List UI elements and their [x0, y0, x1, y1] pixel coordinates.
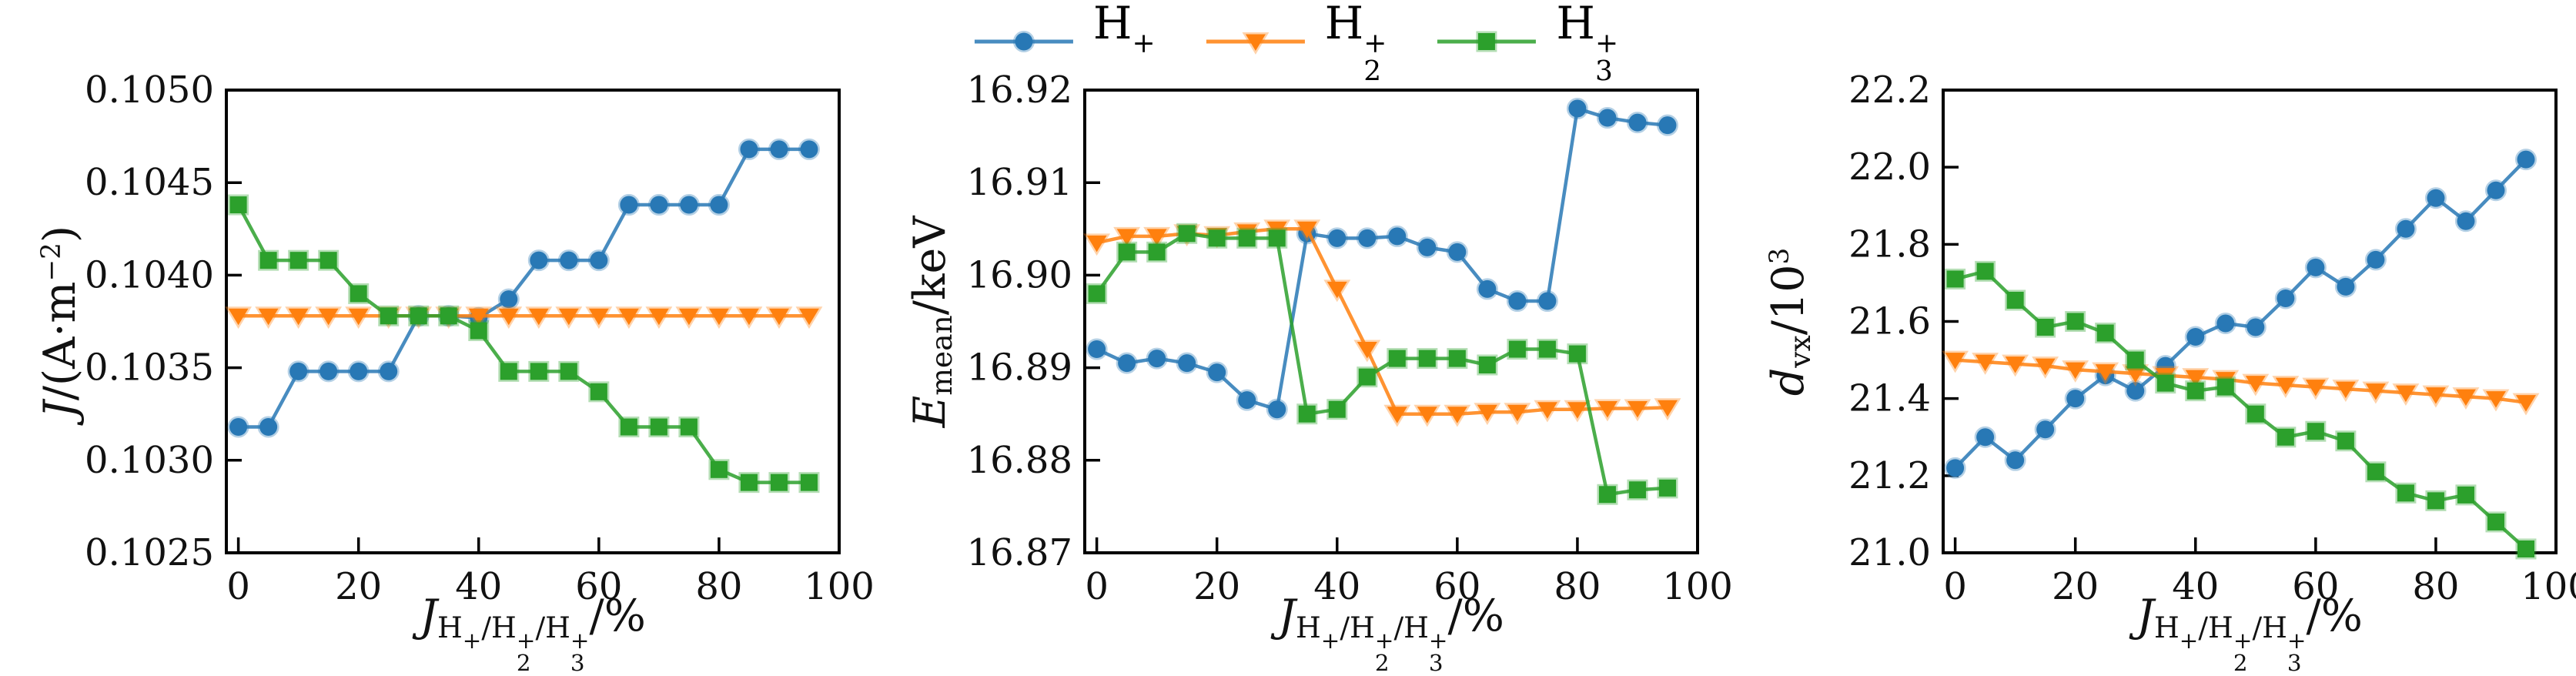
legend: H + H +2 H +3 — [973, 0, 1618, 85]
series-H2+ — [225, 306, 823, 330]
svg-text:0.1040: 0.1040 — [85, 253, 214, 296]
legend-label-H3+: H +3 — [1556, 0, 1619, 87]
svg-text:16.89: 16.89 — [967, 346, 1072, 390]
legend-item-H3+: H +3 — [1436, 0, 1618, 86]
svg-text:0.1045: 0.1045 — [85, 161, 214, 204]
svg-text:22.2: 22.2 — [1848, 69, 1931, 112]
legend-item-H2+: H +2 — [1205, 0, 1387, 86]
svg-text:16.87: 16.87 — [967, 531, 1072, 574]
svg-text:40: 40 — [2172, 565, 2219, 608]
panel-0: 0 20 40 60 80 100 0.1025 0.1030 0.1035 0.1040 0.10… — [85, 69, 875, 608]
svg-text:16.91: 16.91 — [967, 161, 1072, 204]
legend-label-H2+: H +2 — [1324, 0, 1387, 87]
svg-text:60: 60 — [575, 565, 622, 608]
svg-text:100: 100 — [804, 565, 875, 608]
series-H3+ — [228, 194, 820, 494]
svg-text:22.0: 22.0 — [1848, 146, 1931, 189]
svg-text:16.92: 16.92 — [967, 69, 1072, 112]
panel-1: 0 20 40 60 80 100 16.87 16.88 16.89 16.90 16.91 16.… — [967, 69, 1733, 608]
svg-text:20: 20 — [2052, 565, 2099, 608]
svg-text:60: 60 — [2292, 565, 2339, 608]
legend-marker-circle-icon — [974, 31, 1073, 52]
svg-text:100: 100 — [2521, 565, 2576, 608]
series-H2+ — [1083, 219, 1681, 427]
svg-text:80: 80 — [1554, 565, 1601, 608]
svg-text:0: 0 — [1943, 565, 1967, 608]
svg-text:40: 40 — [1313, 565, 1360, 608]
svg-text:80: 80 — [695, 565, 742, 608]
svg-text:16.88: 16.88 — [967, 439, 1072, 482]
svg-text:60: 60 — [1434, 565, 1480, 608]
series-H+ — [1086, 98, 1678, 420]
svg-text:21.8: 21.8 — [1848, 223, 1931, 266]
svg-text:80: 80 — [2412, 565, 2459, 608]
svg-text:0.1035: 0.1035 — [85, 346, 214, 390]
svg-text:20: 20 — [335, 565, 382, 608]
legend-label-H+: H + — [1092, 0, 1156, 60]
svg-text:0: 0 — [226, 565, 250, 608]
svg-text:0.1025: 0.1025 — [85, 531, 214, 574]
series-H+ — [227, 138, 820, 438]
series-H+ — [1944, 149, 2537, 479]
svg-text:20: 20 — [1193, 565, 1240, 608]
svg-text:0: 0 — [1085, 565, 1109, 608]
legend-item-H+: H + — [973, 0, 1156, 86]
svg-text:21.4: 21.4 — [1848, 377, 1931, 420]
svg-text:21.6: 21.6 — [1848, 300, 1931, 343]
axes-0: 0 20 40 60 80 100 0.1025 0.1030 0.1035 0.1040 0.10… — [85, 69, 875, 608]
svg-text:21.0: 21.0 — [1848, 531, 1931, 574]
axes-1: 0 20 40 60 80 100 16.87 16.88 16.89 16.90 16.91 16.… — [967, 69, 1733, 608]
svg-text:0.1030: 0.1030 — [85, 439, 214, 482]
series-H3+ — [1945, 260, 2537, 560]
svg-text:40: 40 — [455, 565, 502, 608]
series-H3+ — [1086, 223, 1678, 505]
svg-text:0.1050: 0.1050 — [85, 69, 214, 112]
legend-marker-triangle-down-icon — [1206, 32, 1305, 55]
panel-2: 0 20 40 60 80 100 21.0 21.2 21.4 21.6 21.8 22.0 22.2 — [1848, 69, 2576, 608]
legend-marker-square-icon — [1437, 31, 1537, 52]
svg-text:21.2: 21.2 — [1848, 454, 1931, 497]
svg-text:100: 100 — [1662, 565, 1733, 608]
axes-2: 0 20 40 60 80 100 21.0 21.2 21.4 21.6 21.8 22.0 22.2 — [1848, 69, 2576, 608]
svg-text:16.90: 16.90 — [967, 253, 1072, 296]
